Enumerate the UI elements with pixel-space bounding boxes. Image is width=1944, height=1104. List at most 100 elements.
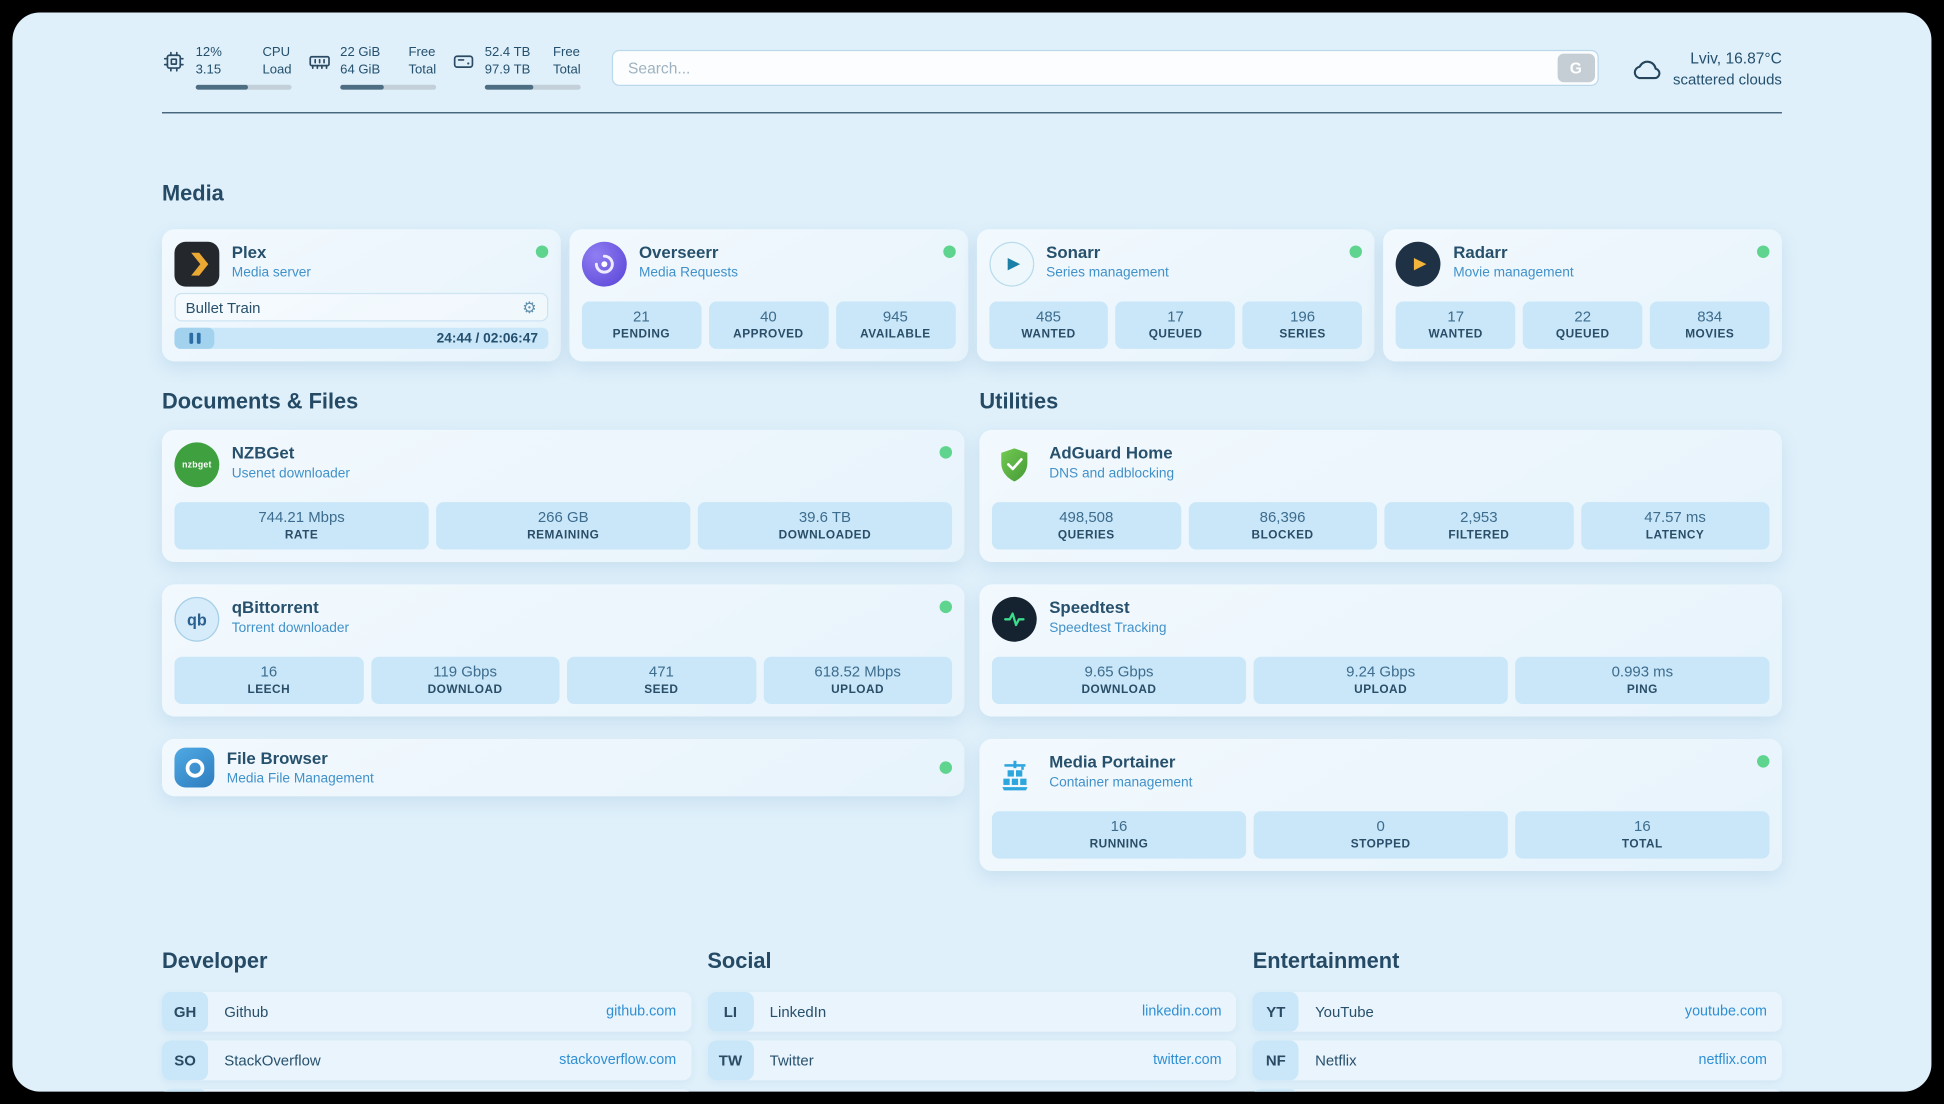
bookmark-column-developer: Developer GH Github github.com SO StackO…	[161, 948, 692, 1092]
stat-box: 9.24 Gbps UPLOAD	[1253, 656, 1508, 705]
card-filebrowser[interactable]: File Browser Media File Management	[161, 739, 965, 797]
stat-box: 618.52 Mbps UPLOAD	[763, 656, 953, 705]
card-adguard[interactable]: AdGuard Home DNS and adblocking 498,508 Q…	[979, 429, 1782, 563]
bookmark-link[interactable]: github.com	[606, 1004, 677, 1020]
stat-box: 16 TOTAL	[1515, 811, 1770, 859]
adguard-shield-icon	[992, 442, 1037, 487]
bookmark-reddit[interactable]: RE Reddit reddit.com	[1252, 1089, 1782, 1092]
stat-box: 39.6 TB DOWNLOADED	[697, 502, 953, 550]
bookmark-link[interactable]: twitter.com	[1153, 1053, 1222, 1068]
stat-box: 0 STOPPED	[1253, 811, 1508, 859]
bookmark-link[interactable]: youtube.com	[1684, 1004, 1767, 1020]
search-input[interactable]	[611, 49, 1599, 86]
bookmark-badge: RE	[1252, 1089, 1299, 1092]
stat-box: 21 PENDING	[581, 301, 702, 349]
stat-box: 485 WANTED	[988, 301, 1109, 349]
section-title-social: Social	[707, 948, 772, 974]
card-subtitle: Movie management	[1453, 265, 1574, 281]
bookmark-stackoverflow[interactable]: SO StackOverflow stackoverflow.com	[161, 1040, 692, 1081]
status-dot	[942, 245, 956, 259]
card-title: NZBGet	[231, 443, 295, 463]
card-speedtest[interactable]: Speedtest Speedtest Tracking 9.65 Gbps DO…	[979, 584, 1782, 717]
bookmark-name: Netflix	[1315, 1051, 1357, 1070]
stat-box: 266 GB REMAINING	[436, 502, 691, 550]
bookmark-name: StackOverflow	[224, 1051, 321, 1070]
card-title: Media Portainer	[1049, 752, 1176, 772]
stat-box: 0.993 ms PING	[1515, 656, 1770, 705]
pause-icon[interactable]	[174, 327, 215, 349]
section-title-media: Media	[161, 180, 224, 206]
stat-box: 2,953 FILTERED	[1384, 502, 1574, 550]
now-playing-row: Bullet Train ⚙	[174, 292, 548, 322]
cpu-chip-icon	[162, 50, 188, 74]
stat-box: 16 LEECH	[174, 656, 364, 705]
header: 12% 3.15 CPU Load	[162, 45, 1782, 90]
bookmark-name: LinkedIn	[769, 1003, 827, 1021]
stat-box: 86,396 BLOCKED	[1188, 502, 1377, 550]
bookmark-linkedin[interactable]: LI LinkedIn linkedin.com	[707, 991, 1237, 1032]
card-plex[interactable]: Plex Media server Bullet Train ⚙ 24:44 /…	[161, 229, 561, 362]
stat-box: 17 WANTED	[1395, 301, 1516, 349]
stat-box: 40 APPROVED	[708, 301, 829, 349]
cpu-load-value: 3.15	[195, 62, 222, 78]
radarr-icon	[1395, 241, 1441, 287]
overseerr-icon	[581, 241, 627, 287]
section-title-entertainment: Entertainment	[1252, 948, 1400, 974]
documents-column: Documents & Files nzbget NZBGet Usenet d…	[161, 361, 965, 893]
weather-location: Lviv, 16.87°C	[1690, 49, 1782, 68]
card-subtitle: Series management	[1046, 265, 1169, 281]
card-subtitle: Media server	[231, 265, 311, 281]
card-title: Plex	[231, 243, 267, 262]
disk-widget: 52.4 TB 97.9 TB Free Total	[451, 45, 581, 90]
card-subtitle: Media File Management	[226, 771, 374, 787]
card-subtitle: Media Requests	[638, 265, 739, 281]
gear-icon[interactable]: ⚙	[522, 297, 537, 317]
ram-label: Free	[408, 44, 436, 60]
stat-box: 498,508 QUERIES	[991, 502, 1181, 550]
bookmark-badge: YT	[1252, 991, 1299, 1032]
stat-box: 744.21 Mbps RATE	[174, 502, 429, 550]
bookmark-netflix[interactable]: NF Netflix netflix.com	[1252, 1040, 1782, 1081]
card-subtitle: Usenet downloader	[231, 466, 350, 482]
stat-box: 22 QUEUED	[1522, 301, 1643, 349]
cpu-widget: 12% 3.15 CPU Load	[162, 45, 292, 90]
bookmark-badge: NF	[1252, 1040, 1299, 1081]
bookmark-twitter[interactable]: TW Twitter twitter.com	[707, 1040, 1237, 1081]
qbittorrent-icon: qb	[174, 596, 220, 642]
bookmark-link[interactable]: stackoverflow.com	[559, 1053, 677, 1068]
cpu-percent: 12%	[195, 44, 222, 60]
card-qbittorrent[interactable]: qb qBittorrent Torrent downloader 16 LEEC…	[161, 584, 965, 717]
card-radarr[interactable]: Radarr Movie management 17 WANTED 22 QUEUE…	[1383, 229, 1782, 362]
bookmark-github[interactable]: GH Github github.com	[161, 991, 692, 1032]
status-dot	[939, 761, 953, 774]
disk-label: Free	[553, 44, 580, 60]
bookmark-badge: SO	[161, 1040, 209, 1081]
search: G	[611, 49, 1599, 86]
card-title: Overseerr	[638, 243, 719, 262]
stat-box: 9.65 Gbps DOWNLOAD	[991, 656, 1247, 705]
header-divider	[161, 112, 1782, 114]
bookmark-dev[interactable]: DT DEV dev.to	[161, 1089, 692, 1092]
bookmark-link[interactable]: netflix.com	[1698, 1053, 1767, 1068]
card-portainer[interactable]: Media Portainer Container management 16 R…	[979, 739, 1782, 872]
search-engine-badge[interactable]: G	[1557, 53, 1595, 83]
card-overseerr[interactable]: Overseerr Media Requests 21 PENDING 40 APP…	[569, 229, 968, 362]
bookmark-column-entertainment: Entertainment YT YouTube youtube.com NF …	[1252, 948, 1782, 1092]
stat-box: 834 MOVIES	[1649, 301, 1770, 349]
card-nzbget[interactable]: nzbget NZBGet Usenet downloader 744.21 M…	[161, 429, 965, 563]
card-sonarr[interactable]: Sonarr Series management 485 WANTED 17 QUE…	[976, 229, 1375, 362]
card-title: Radarr	[1453, 243, 1508, 262]
bookmark-youtube[interactable]: YT YouTube youtube.com	[1252, 991, 1782, 1032]
status-dot	[535, 245, 548, 259]
status-dot	[939, 446, 953, 459]
ram-widget: 22 GiB 64 GiB Free Total	[307, 45, 437, 90]
playback-progress-bar[interactable]: 24:44 / 02:06:47	[174, 327, 548, 349]
bookmark-column-social: Social LI LinkedIn linkedin.com TW Twitt…	[707, 948, 1237, 1091]
card-title: Sonarr	[1046, 243, 1101, 262]
disk-icon	[451, 50, 477, 74]
stat-box: 47.57 ms LATENCY	[1580, 502, 1770, 550]
stat-box: 119 Gbps DOWNLOAD	[370, 656, 560, 705]
card-subtitle: Speedtest Tracking	[1049, 620, 1167, 636]
bookmark-link[interactable]: linkedin.com	[1141, 1004, 1222, 1020]
